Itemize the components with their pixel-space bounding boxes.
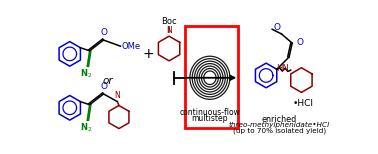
Text: N: N (166, 26, 172, 35)
Text: threo-methylphenidate•HCl: threo-methylphenidate•HCl (229, 122, 330, 128)
Text: O: O (274, 23, 280, 32)
Text: or: or (103, 76, 113, 86)
Text: O: O (101, 28, 108, 37)
Text: O: O (101, 82, 108, 91)
Text: N: N (115, 91, 120, 100)
Text: Boc: Boc (161, 17, 177, 26)
Text: (up to 70% isolated yield): (up to 70% isolated yield) (232, 128, 326, 134)
Text: OMe: OMe (121, 42, 140, 51)
Text: multistep: multistep (192, 114, 228, 123)
Bar (185, 26, 238, 128)
Text: HN: HN (276, 64, 289, 73)
Text: +: + (143, 47, 154, 61)
Text: continuous-flow: continuous-flow (180, 108, 240, 117)
Text: •HCl: •HCl (293, 99, 313, 107)
Text: enriched: enriched (262, 116, 297, 124)
Text: N$_2$: N$_2$ (81, 68, 93, 80)
Text: O: O (296, 38, 303, 47)
Text: N$_2$: N$_2$ (81, 122, 93, 134)
